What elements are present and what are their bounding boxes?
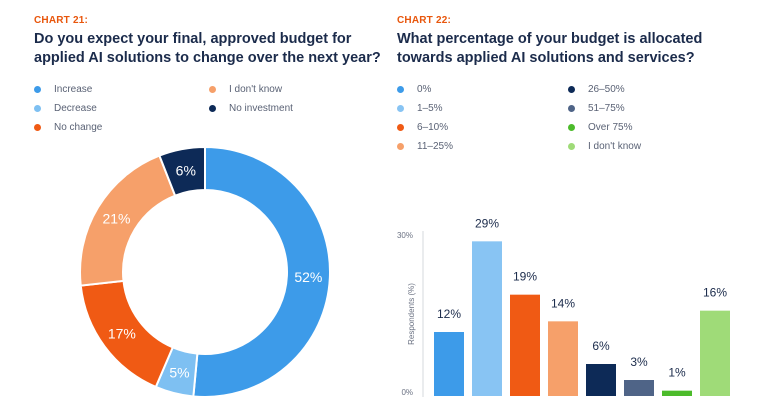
bar-label-7: 16% (703, 286, 727, 300)
legend21-item-no-investment: No investment (209, 103, 293, 114)
legend22-label-5: 51–75% (588, 103, 625, 114)
legend22-dot-6 (568, 124, 575, 131)
legend22-item-1: 1–5% (397, 103, 443, 114)
chart21-title-line1: Do you expect your final, approved budge… (34, 31, 352, 47)
legend22-dot-0 (397, 86, 404, 93)
chart22-title-line2: towards applied AI solutions and service… (397, 50, 695, 66)
donut-label-i-don-t-know: 21% (102, 210, 130, 226)
bar-0 (434, 332, 464, 396)
chart21-title-line2: applied AI solutions to change over the … (34, 50, 381, 66)
legend22-dot-5 (568, 105, 575, 112)
bar-label-5: 3% (630, 355, 648, 369)
legend22-label-3: 11–25% (417, 141, 453, 152)
bar-label-3: 14% (551, 296, 575, 310)
legend22-dot-4 (568, 86, 575, 93)
bar-7 (700, 310, 730, 396)
legend22-item-2: 6–10% (397, 122, 448, 133)
legend21-item-no-change: No change (34, 122, 102, 133)
bar-label-1: 29% (475, 216, 499, 230)
legend22-label-4: 26–50% (588, 84, 625, 95)
legend21-label-no-change: No change (54, 122, 103, 133)
donut-slice-increase (192, 145, 331, 398)
y-tick-bottom: 0% (401, 388, 413, 397)
bar-5 (624, 380, 654, 396)
legend22-label-0: 0% (417, 84, 432, 95)
legend22-item-7: I don't know (568, 141, 641, 152)
legend21-item-dont-know: I don't know (209, 84, 282, 95)
legend21-item-increase: Increase (34, 84, 92, 95)
chart22-title-line1: What percentage of your budget is alloca… (397, 31, 703, 47)
legend22-item-3: 11–25% (397, 141, 453, 152)
bar-4 (586, 364, 616, 396)
legend21-dot-increase (34, 86, 41, 93)
legend22-label-7: I don't know (588, 141, 642, 152)
bar-3 (548, 321, 578, 396)
legend21-dot-no-change (34, 124, 41, 131)
legend21-label-increase: Increase (54, 84, 93, 95)
legend22-item-6: Over 75% (568, 122, 632, 133)
y-tick-top: 30% (397, 231, 413, 240)
legend21-dot-dont-know (209, 86, 216, 93)
legend21-label-decrease: Decrease (54, 103, 97, 114)
legend22-dot-2 (397, 124, 404, 131)
bar-label-6: 1% (668, 366, 686, 380)
legend21-label-no-investment: No investment (229, 103, 293, 114)
legend21-dot-decrease (34, 105, 41, 112)
bar-6 (662, 390, 692, 396)
y-axis-label: Respondents (%) (407, 283, 416, 345)
bar-label-2: 19% (513, 270, 537, 284)
legend22-dot-3 (397, 143, 404, 150)
donut-label-no-change: 17% (108, 326, 136, 342)
donut-label-increase: 52% (294, 269, 322, 285)
chart21-title: Do you expect your final, approved budge… (34, 30, 381, 68)
bar-label-0: 12% (437, 307, 461, 321)
chart22-title: What percentage of your budget is alloca… (397, 30, 702, 68)
legend21-item-decrease: Decrease (34, 103, 97, 114)
bar-2 (510, 294, 540, 396)
legend22-item-4: 26–50% (568, 84, 625, 95)
donut-label-no-investment: 6% (176, 162, 196, 178)
chart21-label: CHART 21: (34, 15, 89, 26)
donut-slice-no-investment (158, 145, 206, 197)
legend22-label-1: 1–5% (417, 103, 443, 114)
legend22-dot-7 (568, 143, 575, 150)
legend22-label-2: 6–10% (417, 122, 449, 133)
bar-1 (472, 241, 502, 396)
legend21-dot-no-investment (209, 105, 216, 112)
bar-label-4: 6% (592, 339, 610, 353)
legend22-item-0: 0% (397, 84, 431, 95)
legend21-label-dont-know: I don't know (229, 84, 283, 95)
donut-label-decrease: 5% (169, 364, 189, 380)
legend22-item-5: 51–75% (568, 103, 625, 114)
legend22-label-6: Over 75% (588, 122, 633, 133)
chart22-label: CHART 22: (397, 15, 452, 26)
legend22-dot-1 (397, 105, 404, 112)
